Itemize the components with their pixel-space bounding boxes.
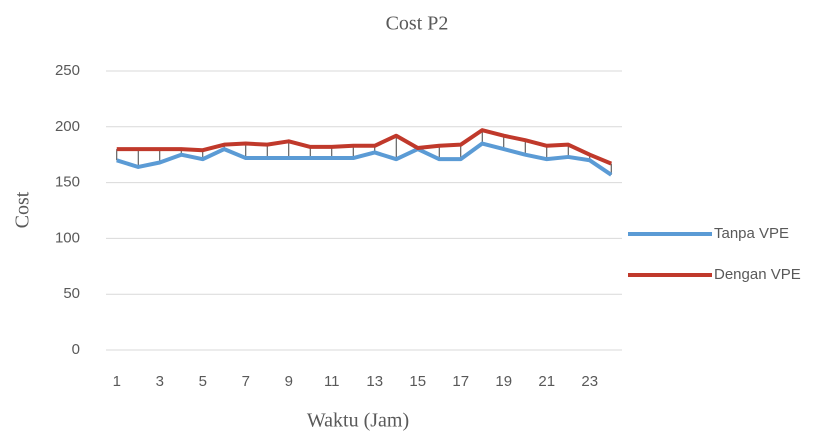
y-tick-label: 0 bbox=[72, 341, 80, 358]
x-tick-label: 15 bbox=[409, 373, 426, 390]
x-tick-label: 13 bbox=[366, 373, 383, 390]
x-tick-label: 1 bbox=[113, 373, 121, 390]
x-tick-label: 17 bbox=[452, 373, 469, 390]
x-tick-label: 5 bbox=[199, 373, 207, 390]
x-tick-label: 7 bbox=[242, 373, 250, 390]
x-tick-label: 23 bbox=[581, 373, 598, 390]
x-tick-label: 11 bbox=[324, 373, 340, 390]
legend-label: Tanpa VPE bbox=[714, 225, 789, 242]
y-tick-label: 100 bbox=[55, 229, 80, 246]
series-line bbox=[116, 141, 613, 177]
y-tick-label: 250 bbox=[55, 62, 80, 79]
x-tick-label: 21 bbox=[538, 373, 555, 390]
y-tick-label: 200 bbox=[55, 118, 80, 135]
y-axis-label: Cost bbox=[12, 191, 34, 228]
x-tick-label: 19 bbox=[495, 373, 512, 390]
y-tick-label: 50 bbox=[63, 285, 80, 302]
x-tick-label: 9 bbox=[285, 373, 293, 390]
legend-label: Dengan VPE bbox=[714, 266, 801, 283]
x-tick-label: 3 bbox=[156, 373, 164, 390]
chart-title: Cost P2 bbox=[386, 13, 449, 35]
y-tick-label: 150 bbox=[55, 174, 80, 191]
series-line bbox=[116, 128, 613, 166]
x-axis-label: Waktu (Jam) bbox=[307, 410, 409, 432]
